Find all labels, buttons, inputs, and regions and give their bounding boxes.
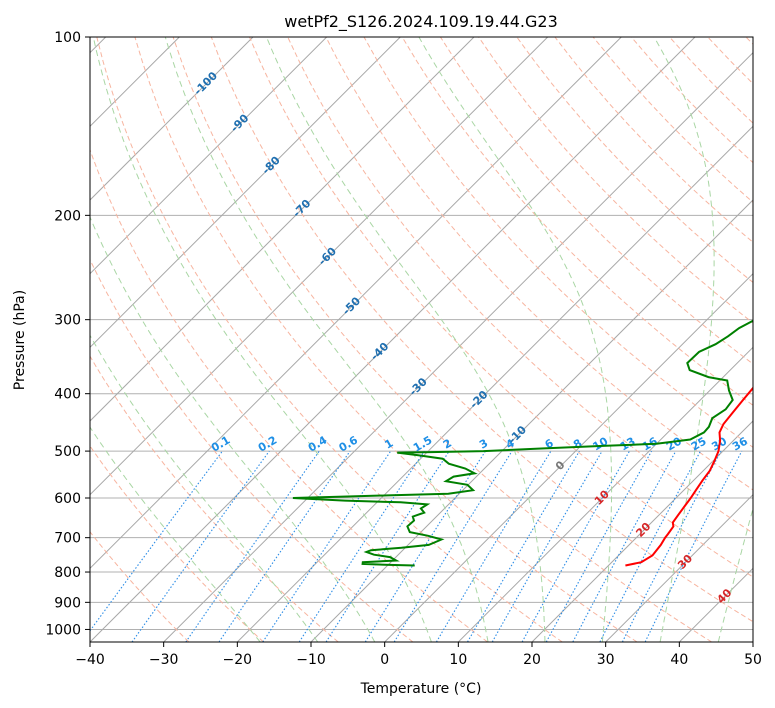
y-tick-label: 300 [54,313,81,329]
moist-adiabat [90,215,376,642]
x-tick-label: −10 [296,652,326,668]
x-tick-label: 10 [449,652,467,668]
dry-adiabat [478,37,753,324]
mixing-ratio-line [90,450,223,632]
mixing-ratio-line [262,450,392,642]
x-tick-label: 20 [523,652,541,668]
isotherm-line [678,567,753,642]
isotherm-line [310,199,753,642]
isotherm-line [236,125,753,642]
y-tick-label: 700 [54,531,81,547]
moist-adiabat [418,37,613,642]
dry-adiabat [172,37,712,642]
y-tick-label: 100 [54,30,81,46]
mixing-ratio-line [599,450,701,642]
mixing-ratio-label: 2 [441,437,454,452]
x-tick-label: −20 [223,652,253,668]
y-tick-label: 400 [54,387,81,403]
isotherm-line [90,37,622,570]
isotherm-line [163,51,753,642]
mixing-ratio-line [218,450,351,642]
dry-adiabat [90,355,339,642]
mixing-ratio-label: 3 [477,437,490,452]
dewpoint-profile-line [292,319,753,567]
dry-adiabat [745,37,753,45]
x-tick-label: 0 [380,652,389,668]
dry-adiabat [516,37,753,284]
isotherm-line [605,493,753,642]
x-tick-label: 50 [744,652,762,668]
mixing-ratio-line [644,450,743,642]
dry-adiabat [90,258,414,642]
x-axis-label: Temperature (°C) [360,681,482,697]
mixing-ratio-label: 1 [382,437,395,452]
mixing-ratio-line [325,450,450,642]
moist-adiabat [266,37,546,642]
dry-adiabat [287,37,753,534]
dry-adiabat [439,37,753,365]
isotherm-line [752,641,753,642]
x-axis-ticks: −40 −30 −20 −10 0 10 20 30 40 50 [75,642,762,668]
mixing-ratio-line [393,450,513,642]
background-lines [90,37,753,642]
mixing-ratio-line [131,450,270,642]
dry-adiabat [401,37,753,406]
dry-adiabat [363,37,753,448]
mixing-ratio-line [545,450,653,642]
dry-adiabat [90,445,264,642]
mixing-ratio-line [185,450,320,642]
isotherm-line [90,37,696,642]
isotherm-line [90,37,475,422]
mixing-ratio-line [521,450,630,642]
isotherm-line [531,420,753,642]
x-tick-label: −30 [149,652,179,668]
moist-adiabat [164,37,489,642]
y-tick-label: 1000 [45,622,81,638]
isotherm-line [90,37,328,275]
y-axis-label: Pressure (hPa) [12,290,28,390]
y-tick-label: 900 [54,595,81,611]
dry-adiabat [249,37,753,578]
y-tick-label: 600 [54,491,81,507]
y-tick-label: 500 [54,444,81,460]
isotherm-line [90,37,549,496]
plot-frame [89,36,754,643]
moist-adiabat [90,426,261,642]
isotherm-label: -60 [316,245,339,268]
dry-adiabat [90,531,190,642]
temperature-profile-line [625,386,753,567]
y-tick-label: 200 [54,208,81,224]
mixing-ratio-line [435,450,552,642]
dry-adiabat [90,148,488,642]
dry-adiabat [96,37,563,642]
isotherm-line [90,37,401,349]
dry-adiabat [325,37,753,491]
x-tick-label: 40 [670,652,688,668]
dry-adiabat [210,37,753,623]
mixing-ratio-line [621,450,722,642]
profile-lines [292,319,753,567]
x-tick-label: −40 [75,652,105,668]
moist-adiabat [90,334,319,642]
chart-title: wetPf2_S126.2024.109.19.44.G23 [284,12,558,32]
mixing-ratio-line [572,450,677,642]
line-labels: 0.1 0.2 0.4 0.6 1 1.5 2 3 4 6 8 10 13 16 20 25 30 36-100-… [191,69,750,606]
x-tick-label: 30 [597,652,615,668]
y-tick-label: 800 [54,565,81,581]
y-axis-ticks: 100 200 300 400 500 600 700 800 900 1000 [45,30,90,638]
moist-adiabat [717,506,753,642]
isotherm-line [457,346,753,642]
isotherm-line [90,37,254,201]
isotherm-line [384,272,753,642]
mixing-ratio-line [364,450,486,642]
dry-adiabat [134,37,638,642]
moist-adiabat [92,37,432,642]
moist-adiabat [653,37,715,642]
